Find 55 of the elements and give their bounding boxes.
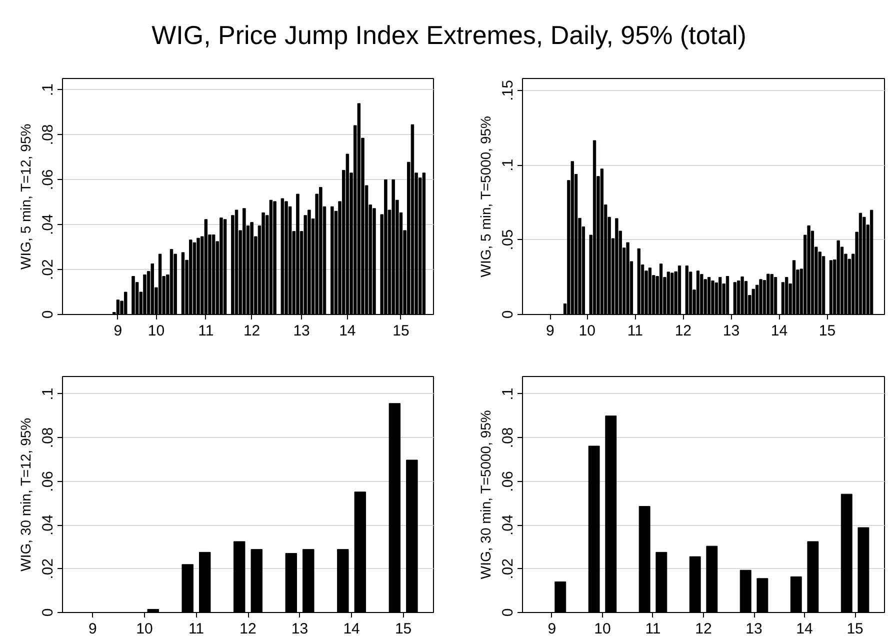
x-tick-label: 12 [240, 620, 256, 638]
x-tick-label: 9 [546, 322, 554, 340]
y-tick-label: .06 [500, 470, 516, 492]
y-tick-label: .04 [40, 514, 56, 536]
y-tick-label: .08 [40, 124, 56, 146]
x-tick-label: 10 [148, 322, 165, 340]
x-tick-label: 15 [846, 620, 864, 638]
y-tick-label: .1 [40, 83, 56, 96]
y-tick-label: 0 [40, 310, 56, 319]
y-tick-label: .04 [500, 514, 516, 536]
x-tick-label: 14 [770, 322, 788, 340]
x-tick-label: 10 [578, 322, 596, 340]
x-tick-label: 10 [136, 620, 153, 638]
x-tick-label: 11 [645, 620, 661, 638]
x-tick-label: 12 [243, 322, 260, 340]
y-tick-label: 0 [500, 608, 516, 617]
y-tick-label: .15 [500, 80, 516, 101]
y-tick-label: .02 [40, 259, 56, 280]
y-axis-title: WIG, 30 min, T=12, 95% [18, 418, 34, 572]
x-tick-label: 9 [88, 620, 97, 638]
y-tick-label: 0 [40, 608, 56, 617]
x-tick-label: 14 [796, 620, 813, 638]
x-tick-label: 10 [594, 620, 611, 638]
y-tick-label: .08 [40, 427, 56, 448]
y-tick-label: .02 [40, 558, 56, 580]
x-tick-label: 13 [293, 322, 310, 340]
x-tick-label: 15 [818, 322, 836, 340]
x-tick-label: 12 [674, 322, 692, 340]
y-tick-label: .02 [500, 558, 516, 580]
chart-title: WIG, Price Jump Index Extremes, Daily, 95% (total) [152, 19, 746, 52]
y-tick-label: 0 [500, 310, 516, 319]
x-tick-label: 14 [339, 322, 356, 340]
x-tick-label: 11 [198, 322, 214, 340]
x-tick-label: 11 [188, 620, 204, 638]
y-tick-label: .1 [40, 388, 56, 400]
y-tick-label: .08 [500, 427, 516, 448]
x-tick-label: 15 [394, 620, 412, 638]
y-axis-title: WIG, 5 min, T=12, 95% [18, 124, 34, 270]
y-tick-label: .06 [40, 470, 56, 492]
x-tick-label: 11 [627, 322, 643, 340]
y-tick-label: .04 [40, 214, 56, 236]
x-tick-label: 15 [392, 322, 410, 340]
x-tick-label: 13 [746, 620, 762, 638]
y-tick-label: .05 [500, 229, 516, 250]
x-tick-label: 9 [114, 322, 122, 340]
y-axis-title: WIG, 5 min, T=5000, 95% [478, 116, 494, 278]
y-tick-label: .1 [500, 388, 516, 400]
y-tick-label: .06 [40, 169, 56, 190]
x-tick-label: 13 [722, 322, 740, 340]
y-axis-title: WIG, 30 min, T=5000, 95% [478, 410, 494, 580]
y-tick-label: .1 [500, 158, 516, 172]
x-tick-label: 9 [548, 620, 556, 638]
x-tick-label: 13 [291, 620, 308, 638]
x-tick-label: 14 [343, 620, 360, 638]
x-tick-label: 12 [695, 620, 712, 638]
